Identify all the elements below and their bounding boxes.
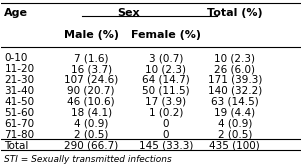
Text: 19 (4.4): 19 (4.4) (214, 108, 255, 118)
Text: Male (%): Male (%) (64, 30, 119, 40)
Text: 290 (66.7): 290 (66.7) (64, 141, 118, 151)
Text: 51-60: 51-60 (5, 108, 34, 118)
Text: 90 (20.7): 90 (20.7) (67, 86, 115, 96)
Text: 0: 0 (163, 130, 169, 140)
Text: 3 (0.7): 3 (0.7) (149, 53, 183, 63)
Text: 61-70: 61-70 (5, 119, 34, 129)
Text: 21-30: 21-30 (5, 75, 34, 85)
Text: 7 (1.6): 7 (1.6) (74, 53, 108, 63)
Text: 0-10: 0-10 (5, 53, 28, 63)
Text: 50 (11.5): 50 (11.5) (142, 86, 190, 96)
Text: 41-50: 41-50 (5, 97, 34, 107)
Text: 17 (3.9): 17 (3.9) (145, 97, 187, 107)
Text: 16 (3.7): 16 (3.7) (71, 64, 112, 74)
Text: 31-40: 31-40 (5, 86, 34, 96)
Text: 145 (33.3): 145 (33.3) (139, 141, 193, 151)
Text: 64 (14.7): 64 (14.7) (142, 75, 190, 85)
Text: 4 (0.9): 4 (0.9) (218, 119, 252, 129)
Text: Total: Total (5, 141, 29, 151)
Text: 2 (0.5): 2 (0.5) (74, 130, 108, 140)
Text: Female (%): Female (%) (131, 30, 201, 40)
Text: STI = Sexually transmitted infections: STI = Sexually transmitted infections (5, 155, 172, 164)
Text: Sex: Sex (117, 8, 140, 18)
Text: 0: 0 (163, 119, 169, 129)
Text: Age: Age (5, 8, 28, 18)
Text: 107 (24.6): 107 (24.6) (64, 75, 118, 85)
Text: 1 (0.2): 1 (0.2) (149, 108, 183, 118)
Text: 140 (32.2): 140 (32.2) (208, 86, 262, 96)
Text: 10 (2.3): 10 (2.3) (146, 64, 186, 74)
Text: 10 (2.3): 10 (2.3) (214, 53, 255, 63)
Text: 435 (100): 435 (100) (209, 141, 260, 151)
Text: 4 (0.9): 4 (0.9) (74, 119, 108, 129)
Text: 46 (10.6): 46 (10.6) (67, 97, 115, 107)
Text: 63 (14.5): 63 (14.5) (211, 97, 259, 107)
Text: 2 (0.5): 2 (0.5) (218, 130, 252, 140)
Text: Total (%): Total (%) (207, 8, 263, 18)
Text: 18 (4.1): 18 (4.1) (71, 108, 112, 118)
Text: 71-80: 71-80 (5, 130, 34, 140)
Text: 26 (6.0): 26 (6.0) (214, 64, 255, 74)
Text: 171 (39.3): 171 (39.3) (207, 75, 262, 85)
Text: 11-20: 11-20 (5, 64, 34, 74)
